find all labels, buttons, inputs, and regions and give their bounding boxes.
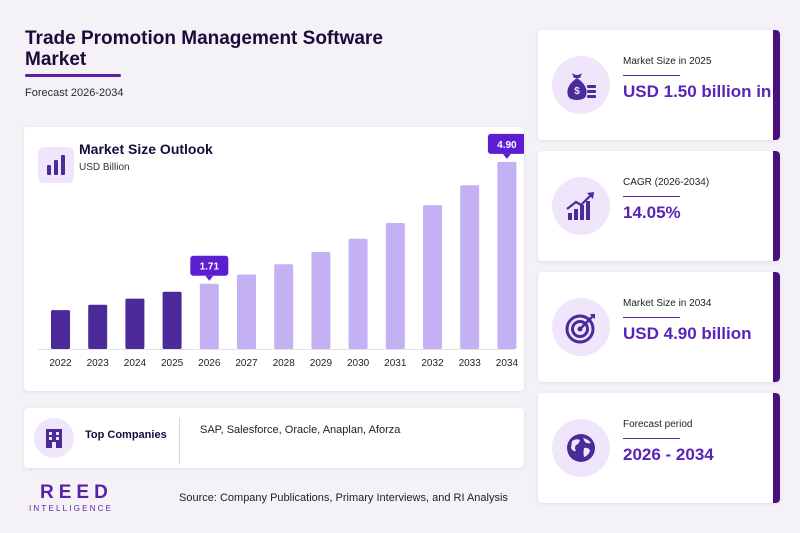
stat-label: Forecast period: [623, 419, 693, 430]
companies-divider: [179, 418, 180, 464]
stat-divider: [623, 438, 680, 439]
bar-2028: [274, 264, 294, 349]
bar-2023: [88, 304, 108, 349]
bar-chart-icon: [38, 147, 74, 183]
growth-chart-icon: [552, 177, 610, 235]
x-tick-label-2030: 2030: [347, 358, 370, 369]
top-companies-label: Top Companies: [85, 429, 167, 441]
stat-value: 14.05%: [623, 203, 681, 222]
stat-label: Market Size in 2025: [623, 56, 712, 67]
bar-2025: [162, 291, 182, 349]
x-tick-label-2032: 2032: [421, 358, 444, 369]
bar-2034: [497, 161, 517, 349]
top-companies-card: Top Companies SAP, Salesforce, Oracle, A…: [24, 408, 524, 468]
page-subtitle: Forecast 2026-2034: [25, 87, 124, 99]
card-accent-edge: [773, 30, 780, 140]
bar-2026: [199, 283, 219, 349]
x-tick-label-2028: 2028: [273, 358, 296, 369]
x-tick-label-2034: 2034: [496, 358, 519, 369]
data-label-box-2026: [190, 255, 229, 276]
x-tick-label-2029: 2029: [310, 358, 333, 369]
data-label-pointer-2026: [205, 275, 214, 281]
x-tick-label-2022: 2022: [49, 358, 72, 369]
svg-text:$: $: [574, 86, 580, 97]
stat-label: CAGR (2026-2034): [623, 177, 710, 188]
stat-card-market-size-2034: Market Size in 2034 USD 4.90 billion: [538, 272, 780, 382]
stat-value: 2026 - 2034: [623, 445, 714, 464]
source-note: Source: Company Publications, Primary In…: [179, 492, 508, 504]
stat-value: USD 1.50 billion in 2025: [623, 82, 780, 101]
card-accent-edge: [773, 272, 780, 382]
x-tick-label-2024: 2024: [124, 358, 147, 369]
building-icon: [34, 418, 74, 458]
market-size-chart-card: Market Size Outlook USD Billion 2022 2023…: [24, 127, 524, 391]
stat-label: Market Size in 2034: [623, 298, 712, 309]
card-accent-edge: [773, 151, 780, 261]
market-size-bar-chart: 2022 2023 2024 2025 2026 1.71 2027 2028 2029 2030…: [38, 133, 524, 369]
title-underline: [25, 74, 121, 77]
bar-2029: [311, 252, 331, 349]
bar-2024: [125, 298, 145, 349]
page-title: Trade Promotion Management Software Mark…: [25, 28, 383, 70]
top-companies-list: SAP, Salesforce, Oracle, Anaplan, Aforza: [200, 424, 401, 436]
brand-logo-wordmark: REED: [40, 482, 113, 503]
bar-2032: [423, 205, 442, 349]
x-tick-label-2026: 2026: [198, 358, 221, 369]
x-tick-label-2027: 2027: [235, 358, 258, 369]
stat-card-cagr: CAGR (2026-2034) 14.05%: [538, 151, 780, 261]
money-bag-icon: $: [552, 56, 610, 114]
globe-icon: [552, 419, 610, 477]
brand-logo-tagline: INTELLIGENCE: [29, 504, 114, 513]
data-label-pointer-2034: [502, 153, 511, 159]
bar-2022: [51, 310, 70, 349]
stat-card-market-size-2025: $ Market Size in 2025 USD 1.50 billion i…: [538, 30, 780, 140]
data-label-2034: 4.90: [497, 140, 517, 151]
target-icon: [552, 298, 610, 356]
bar-2030: [348, 238, 368, 349]
stat-divider: [623, 196, 680, 197]
data-label-2026: 1.71: [200, 262, 220, 273]
bar-2027: [237, 274, 256, 349]
x-tick-label-2033: 2033: [459, 358, 482, 369]
stat-divider: [623, 75, 680, 76]
x-tick-label-2025: 2025: [161, 358, 184, 369]
stat-card-forecast-period: Forecast period 2026 - 2034: [538, 393, 780, 503]
stat-value: USD 4.90 billion: [623, 324, 752, 343]
bar-2031: [385, 223, 405, 349]
chart-unit: USD Billion: [79, 162, 130, 173]
bar-2033: [460, 185, 480, 349]
stat-divider: [623, 317, 680, 318]
chart-title: Market Size Outlook: [79, 141, 213, 157]
data-label-box-2034: [487, 133, 524, 154]
x-tick-label-2031: 2031: [384, 358, 407, 369]
x-tick-label-2023: 2023: [87, 358, 110, 369]
card-accent-edge: [773, 393, 780, 503]
